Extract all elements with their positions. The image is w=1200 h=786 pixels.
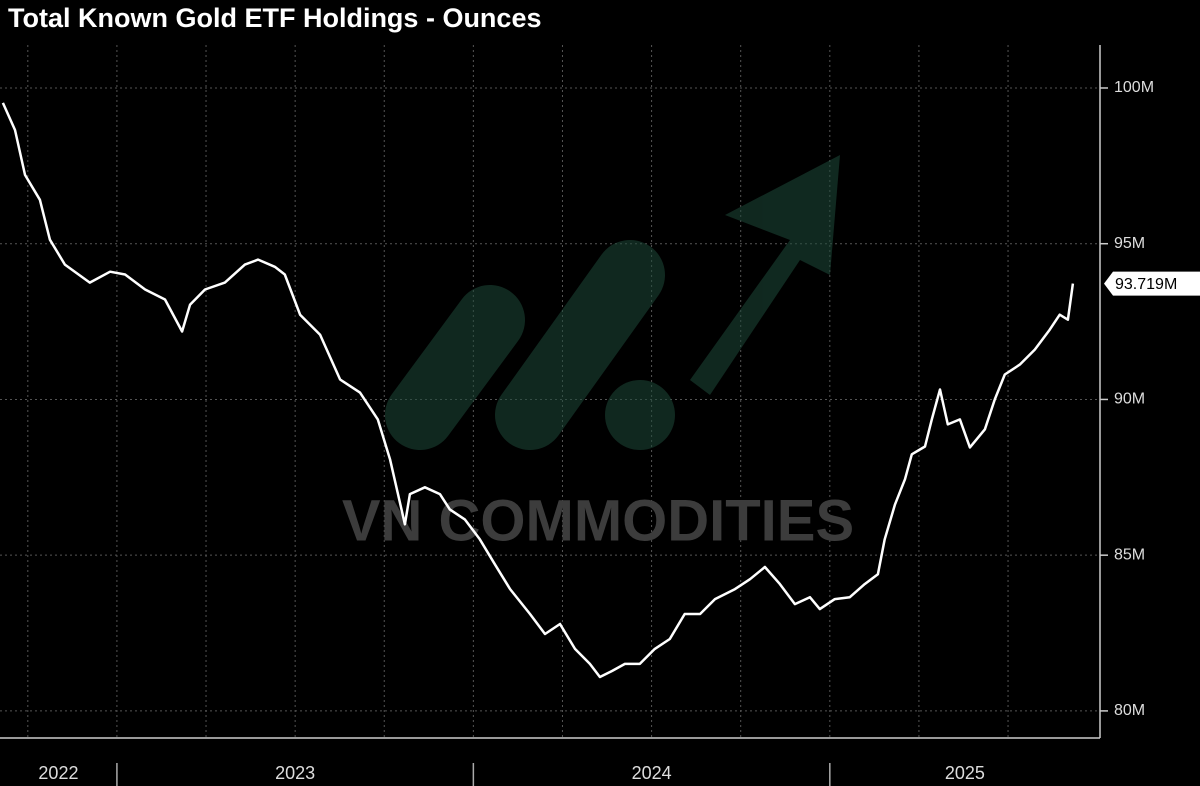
logo-dot bbox=[605, 380, 675, 450]
y-tick-label: 90M bbox=[1114, 391, 1145, 408]
data-line bbox=[1, 102, 1075, 679]
value-label-box bbox=[1104, 271, 1200, 296]
x-tick-label: 2022 bbox=[38, 763, 78, 783]
x-tick-label: 2025 bbox=[945, 763, 985, 783]
chart-title: Total Known Gold ETF Holdings - Ounces bbox=[8, 3, 541, 33]
y-tick-label: 95M bbox=[1114, 235, 1145, 252]
logo-bar bbox=[385, 285, 525, 450]
logo-arrow bbox=[690, 155, 840, 395]
watermark-logo bbox=[385, 155, 840, 450]
x-tick-label: 2023 bbox=[275, 763, 315, 783]
x-tick-label: 2024 bbox=[632, 763, 672, 783]
y-tick-label: 80M bbox=[1114, 702, 1145, 719]
watermark-text: VN COMMODITIES bbox=[342, 488, 854, 553]
y-tick-label: 100M bbox=[1114, 79, 1154, 96]
value-label: 93.719M bbox=[1115, 276, 1177, 293]
logo-bar bbox=[495, 240, 665, 450]
y-tick-label: 85M bbox=[1114, 546, 1145, 563]
